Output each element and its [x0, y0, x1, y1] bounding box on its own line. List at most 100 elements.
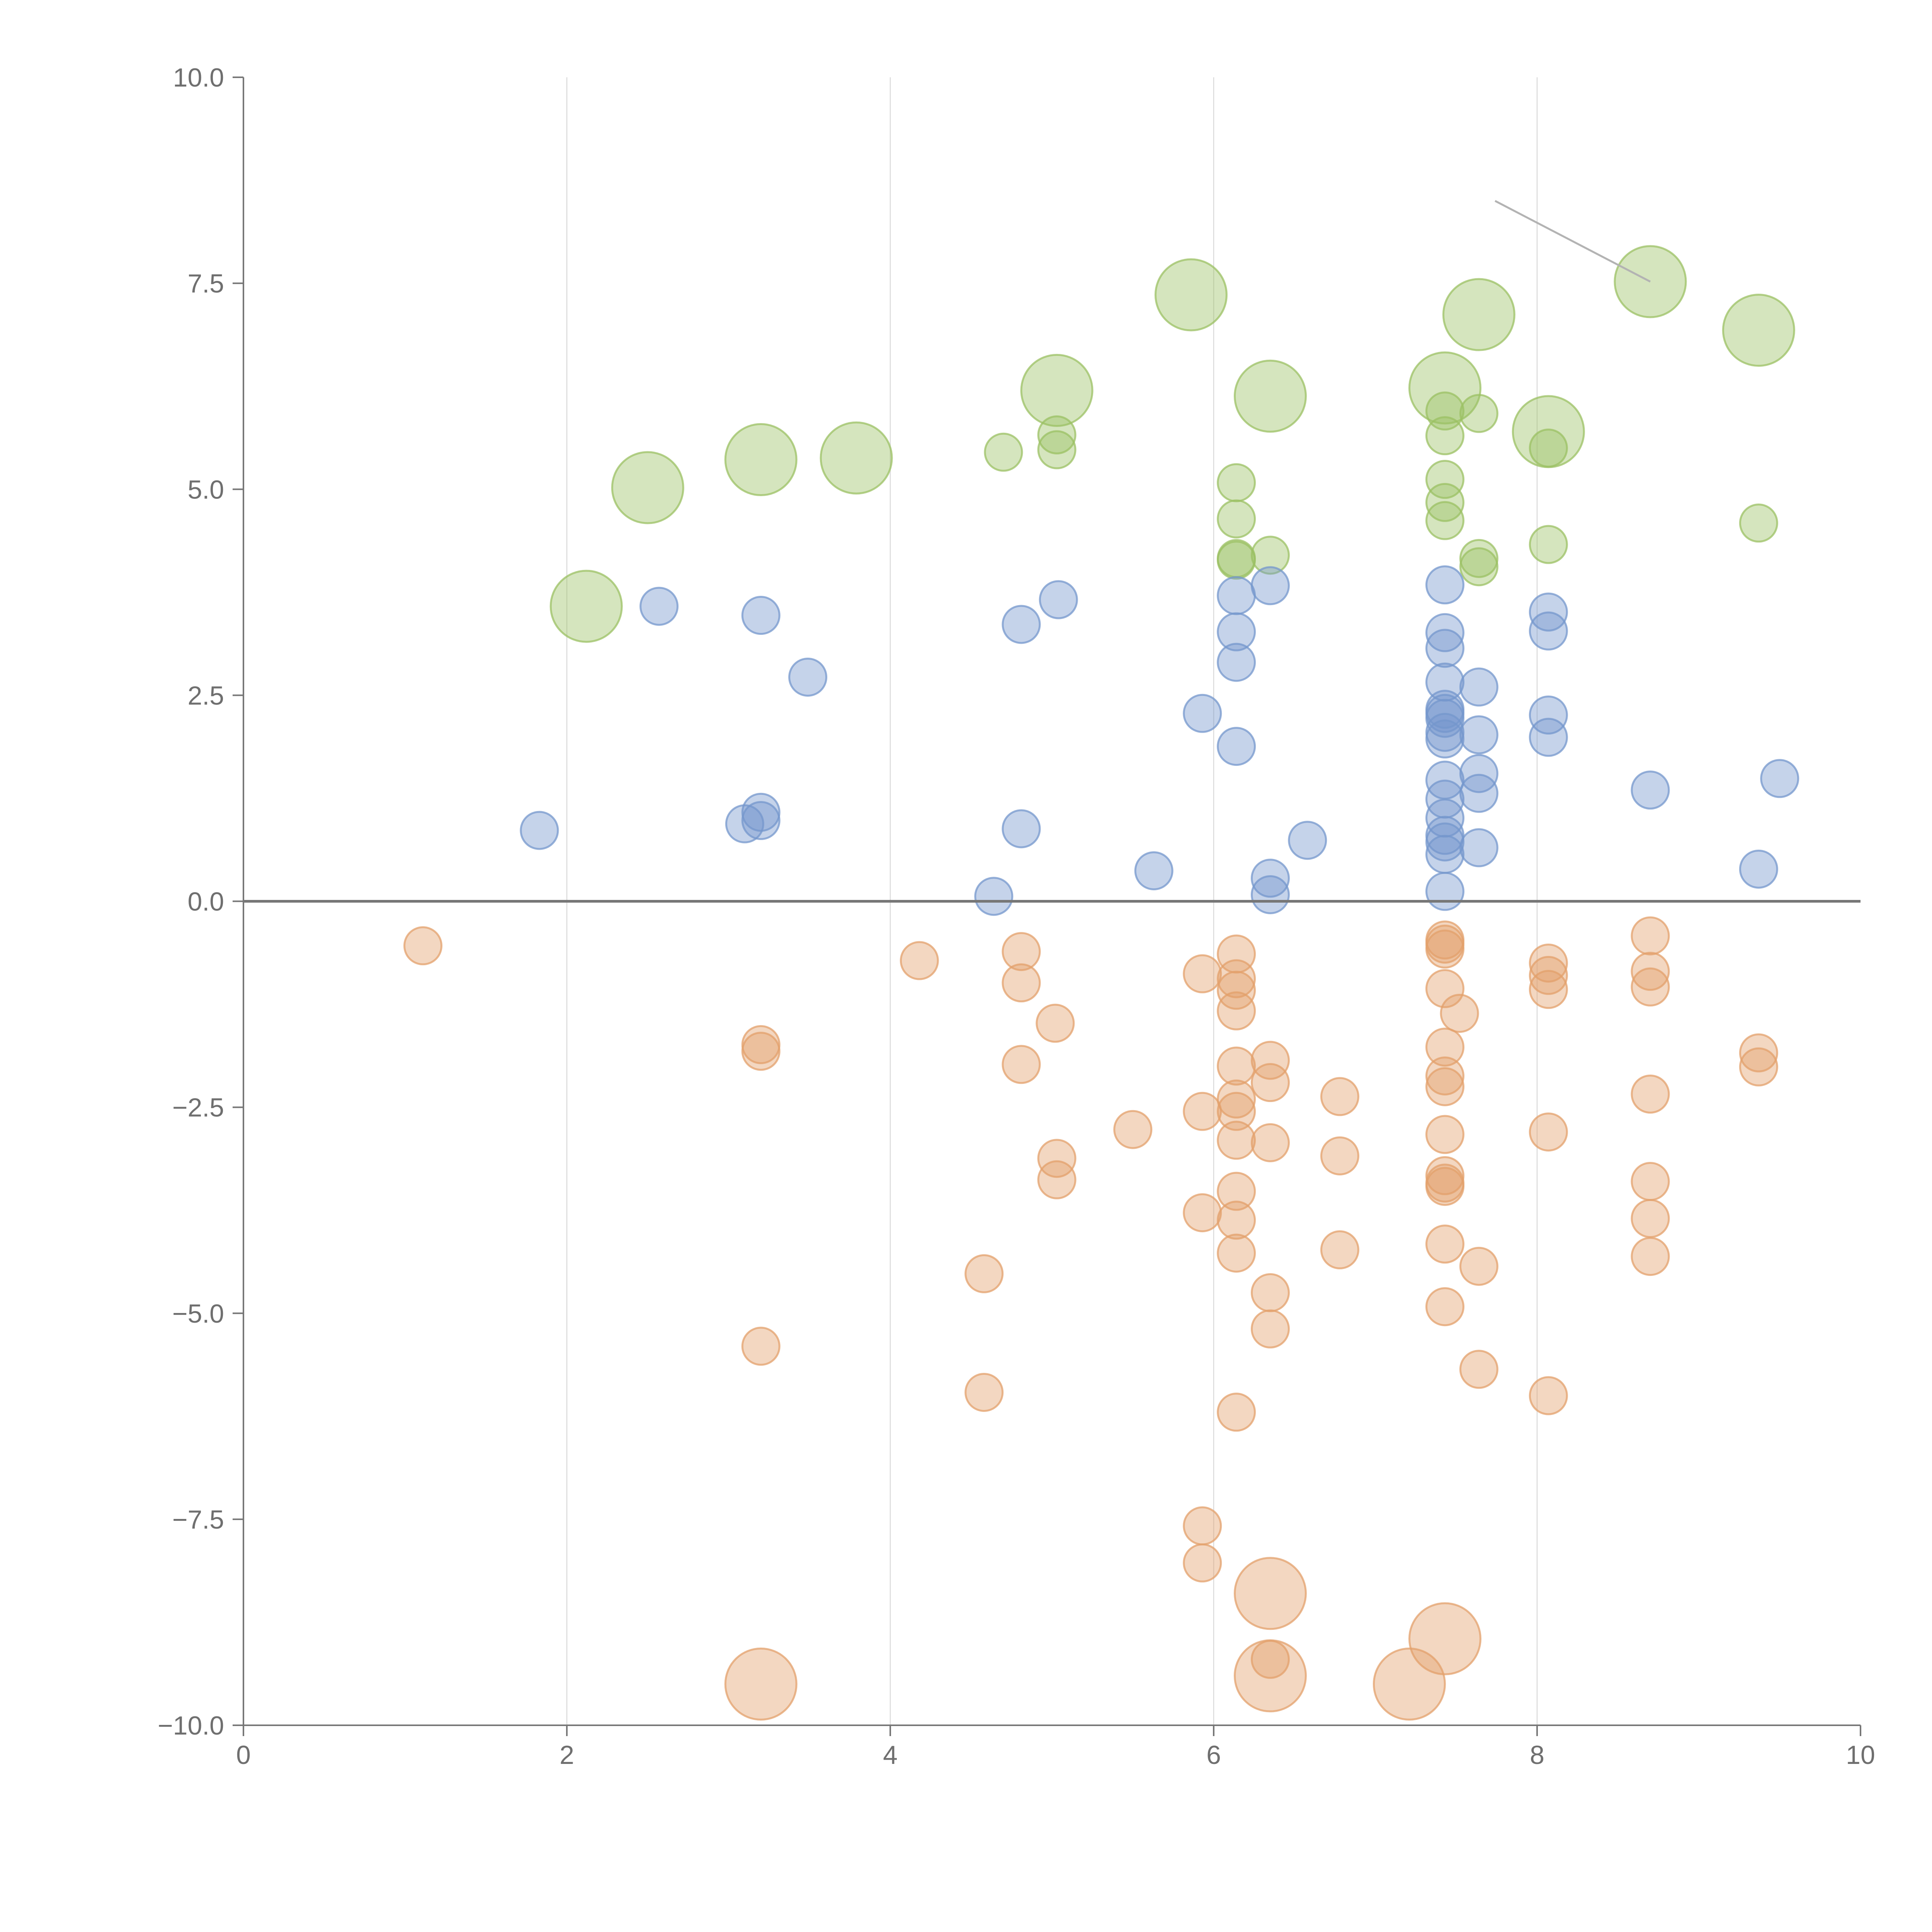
orange-data-point[interactable] [1631, 1199, 1670, 1238]
blue-data-point[interactable] [725, 804, 764, 844]
blue-data-point[interactable] [1250, 859, 1290, 898]
blue-data-point[interactable] [1183, 694, 1222, 733]
orange-data-point[interactable] [1217, 959, 1256, 998]
blue-data-point[interactable] [520, 811, 559, 850]
orange-data-point[interactable] [1036, 1003, 1075, 1043]
orange-data-point[interactable] [1631, 1162, 1670, 1201]
blue-data-point[interactable] [1459, 774, 1498, 813]
orange-data-point[interactable] [1408, 1602, 1481, 1675]
blue-data-point[interactable] [1425, 822, 1464, 862]
green-data-point[interactable] [1425, 416, 1464, 456]
blue-data-point[interactable] [1217, 727, 1256, 766]
green-data-point[interactable] [724, 423, 798, 496]
blue-data-point[interactable] [788, 657, 828, 697]
blue-data-point[interactable] [741, 801, 781, 840]
blue-data-point[interactable] [1288, 821, 1327, 860]
blue-data-point[interactable] [1217, 612, 1256, 651]
green-data-point[interactable] [611, 451, 684, 524]
blue-data-point[interactable] [1425, 629, 1464, 668]
blue-data-point[interactable] [1529, 696, 1568, 735]
orange-data-point[interactable] [1372, 1647, 1446, 1721]
blue-data-point[interactable] [1425, 872, 1464, 911]
green-data-point[interactable] [1217, 499, 1256, 539]
orange-data-point[interactable] [1529, 1376, 1568, 1415]
orange-data-point[interactable] [1425, 1287, 1464, 1327]
green-data-point[interactable] [1425, 460, 1464, 499]
orange-data-point[interactable] [724, 1647, 798, 1721]
green-data-point[interactable] [1739, 503, 1778, 543]
orange-data-point[interactable] [1037, 1139, 1077, 1178]
blue-data-point[interactable] [1529, 718, 1568, 757]
green-data-point[interactable] [1154, 258, 1228, 332]
blue-data-point[interactable] [1760, 759, 1799, 798]
green-data-point[interactable] [1250, 536, 1290, 575]
orange-data-point[interactable] [1425, 1067, 1464, 1106]
green-data-point[interactable] [1020, 354, 1094, 427]
green-data-point[interactable] [1442, 278, 1515, 351]
orange-data-point[interactable] [1217, 1079, 1256, 1119]
blue-data-point[interactable] [1425, 613, 1464, 652]
orange-data-point[interactable] [1183, 1092, 1222, 1131]
orange-data-point[interactable] [1183, 954, 1222, 993]
orange-data-point[interactable] [1217, 1121, 1256, 1160]
green-data-point[interactable] [1233, 359, 1307, 433]
orange-data-point[interactable] [964, 1372, 1004, 1412]
orange-data-point[interactable] [1631, 1237, 1670, 1276]
orange-data-point[interactable] [1631, 1075, 1670, 1114]
blue-data-point[interactable] [1425, 719, 1464, 759]
orange-data-point[interactable] [403, 926, 443, 966]
orange-data-point[interactable] [1250, 1063, 1290, 1102]
orange-data-point[interactable] [1425, 929, 1464, 969]
green-data-point[interactable] [984, 432, 1023, 472]
green-data-point[interactable] [1459, 539, 1498, 578]
blue-data-point[interactable] [1217, 576, 1256, 615]
green-data-point[interactable] [1459, 547, 1498, 587]
green-data-point[interactable] [549, 570, 623, 643]
blue-data-point[interactable] [1250, 875, 1290, 914]
blue-data-point[interactable] [1459, 715, 1498, 755]
blue-data-point[interactable] [974, 877, 1014, 916]
orange-data-point[interactable] [1217, 1046, 1256, 1086]
orange-data-point[interactable] [1529, 956, 1568, 995]
green-data-point[interactable] [1529, 429, 1568, 468]
orange-data-point[interactable] [1217, 1092, 1256, 1131]
orange-data-point[interactable] [1250, 1309, 1290, 1349]
blue-data-point[interactable] [1002, 809, 1041, 849]
orange-data-point[interactable] [1002, 1045, 1041, 1084]
orange-data-point[interactable] [964, 1254, 1004, 1293]
orange-data-point[interactable] [1631, 952, 1670, 991]
green-data-point[interactable] [1529, 525, 1568, 564]
green-data-point[interactable] [1217, 463, 1256, 502]
blue-data-point[interactable] [1529, 611, 1568, 651]
blue-data-point[interactable] [1425, 835, 1464, 874]
orange-data-point[interactable] [1440, 994, 1479, 1033]
orange-data-point[interactable] [1739, 1033, 1778, 1073]
orange-data-point[interactable] [1233, 1557, 1307, 1630]
blue-data-point[interactable] [1459, 828, 1498, 867]
blue-data-point[interactable] [1425, 699, 1464, 738]
orange-data-point[interactable] [1425, 1056, 1464, 1096]
orange-data-point[interactable] [1183, 1543, 1222, 1583]
orange-data-point[interactable] [1113, 1110, 1153, 1149]
orange-data-point[interactable] [1217, 1233, 1256, 1273]
orange-data-point[interactable] [1631, 967, 1670, 1007]
orange-data-point[interactable] [1320, 1230, 1359, 1270]
orange-data-point[interactable] [1459, 1350, 1498, 1389]
orange-data-point[interactable] [1250, 1123, 1290, 1162]
orange-data-point[interactable] [1529, 1112, 1568, 1152]
orange-data-point[interactable] [1529, 970, 1568, 1009]
orange-data-point[interactable] [1217, 1393, 1256, 1432]
orange-data-point[interactable] [1183, 1506, 1222, 1546]
orange-data-point[interactable] [1037, 1160, 1077, 1199]
orange-data-point[interactable] [1739, 1047, 1778, 1087]
orange-data-point[interactable] [741, 1032, 781, 1071]
blue-data-point[interactable] [1039, 580, 1078, 619]
green-data-point[interactable] [1425, 501, 1464, 540]
orange-data-point[interactable] [1217, 991, 1256, 1031]
blue-data-point[interactable] [741, 793, 781, 832]
orange-data-point[interactable] [1002, 932, 1041, 971]
blue-data-point[interactable] [1002, 605, 1041, 644]
blue-data-point[interactable] [1739, 849, 1778, 889]
blue-data-point[interactable] [1217, 643, 1256, 682]
orange-data-point[interactable] [1459, 1247, 1498, 1286]
